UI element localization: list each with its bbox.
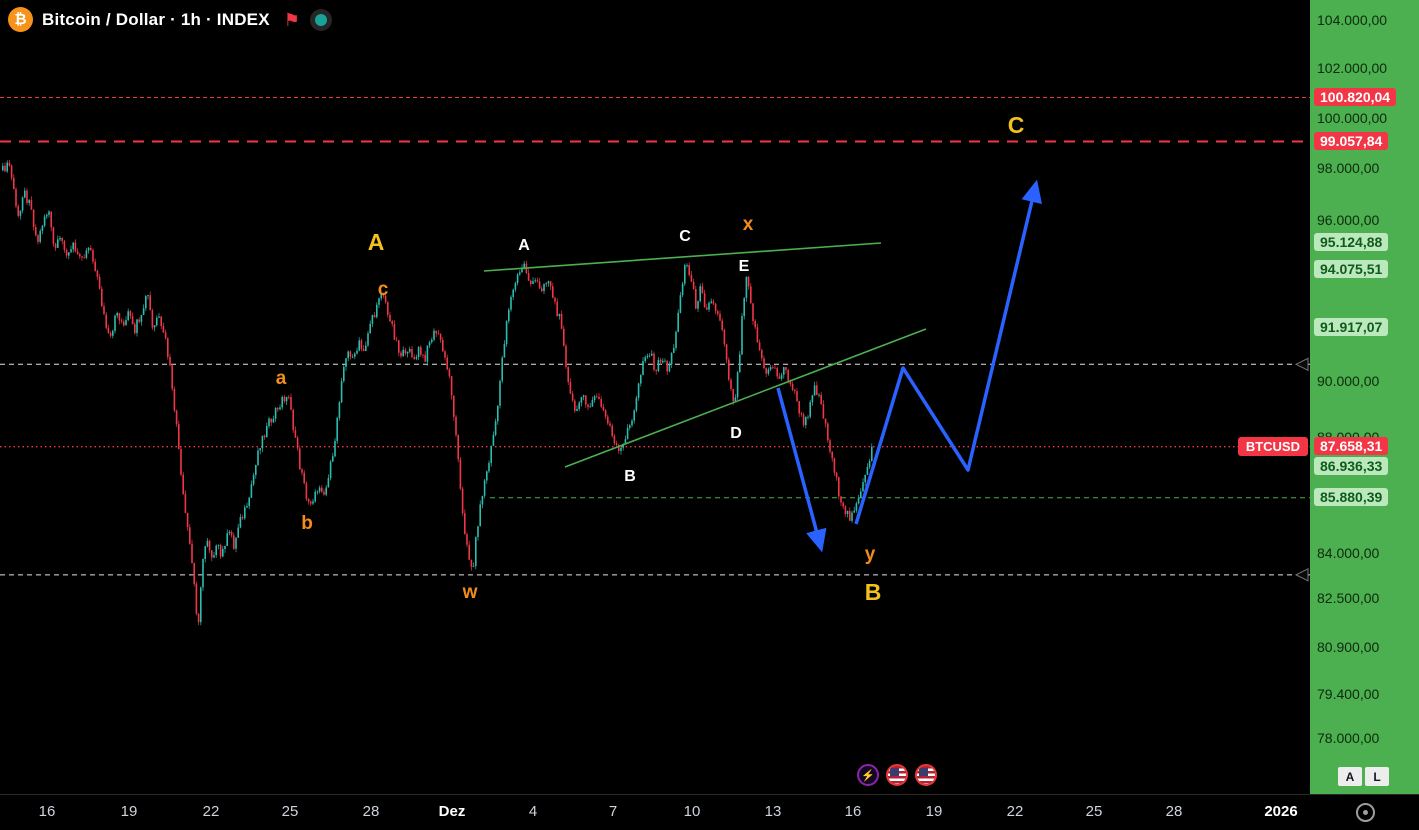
time-axis-tick: 22 xyxy=(1006,803,1024,820)
trendline[interactable] xyxy=(483,242,882,272)
projection-arrow[interactable] xyxy=(854,179,1043,525)
time-axis-tick: 10 xyxy=(683,803,701,820)
price-axis-tick: 82.500,00 xyxy=(1317,590,1380,606)
price-axis-tick: 84.000,00 xyxy=(1317,545,1380,562)
projection-arrow[interactable] xyxy=(776,387,827,553)
scale-toggle-l-button[interactable]: L xyxy=(1365,767,1389,786)
time-axis-tick: 7 xyxy=(608,803,618,820)
candlestick-chart[interactable]: A B Ca b c w x y A B C D E xyxy=(0,0,1310,795)
us-flag-event-icon[interactable] xyxy=(886,764,908,786)
scale-settings-icon[interactable] xyxy=(1356,803,1375,822)
axis-corner xyxy=(1310,794,1419,830)
lightning-event-icon[interactable]: ⚡ xyxy=(857,764,879,786)
time-axis-tick: 2026 xyxy=(1264,803,1298,820)
wave-label[interactable]: y xyxy=(865,544,876,565)
price-axis-tick: 104.000,00 xyxy=(1317,12,1388,28)
time-axis[interactable]: 16 19 22 25 28 Dez 4 7 10 13 16 19 22 25 28 2026 xyxy=(0,794,1310,830)
wave-label[interactable]: E xyxy=(739,258,750,275)
price-badge[interactable]: 87.658,31 xyxy=(1314,436,1389,455)
time-axis-tick: 16 xyxy=(38,803,56,820)
price-badge[interactable]: 99.057,84 xyxy=(1314,131,1389,150)
us-flag-event-icon[interactable] xyxy=(915,764,937,786)
price-line-marker-icon[interactable] xyxy=(1294,357,1309,372)
price-axis-tick: 98.000,00 xyxy=(1317,160,1380,177)
wave-label[interactable]: x xyxy=(743,214,754,235)
wave-label[interactable]: B xyxy=(865,579,882,605)
time-axis-tick: 13 xyxy=(764,803,782,820)
price-axis-tick: 80.900,00 xyxy=(1317,638,1380,655)
trendline[interactable] xyxy=(564,328,927,468)
wave-label[interactable]: B xyxy=(624,468,636,485)
price-axis-tick: 96.000,00 xyxy=(1317,211,1380,228)
bitcoin-logo-icon: ₿ xyxy=(8,7,33,32)
time-axis-tick: 28 xyxy=(362,803,380,820)
time-axis-tick: Dez xyxy=(438,803,466,820)
symbol-title[interactable]: Bitcoin / Dollar · 1h · INDEX xyxy=(42,9,270,29)
symbol-header: ₿ Bitcoin / Dollar · 1h · INDEX ⚑ xyxy=(8,7,332,32)
price-line-marker-icon[interactable] xyxy=(1294,568,1309,582)
price-axis-tick: 90.000,00 xyxy=(1317,372,1380,389)
price-badge[interactable]: 94.075,51 xyxy=(1314,260,1389,279)
candlestick-series xyxy=(2,159,873,626)
time-axis-tick: 4 xyxy=(528,803,538,820)
time-axis-tick: 16 xyxy=(844,803,862,820)
time-axis-tick: 25 xyxy=(281,803,299,820)
scale-toggle-a-button[interactable]: A xyxy=(1338,767,1362,786)
wave-label[interactable]: b xyxy=(301,513,313,534)
price-badge[interactable]: 91.917,07 xyxy=(1314,318,1389,337)
time-axis-tick: 25 xyxy=(1085,803,1103,820)
symbol-price-tag[interactable]: BTCUSD xyxy=(1237,436,1308,456)
price-axis-tick: 78.000,00 xyxy=(1317,730,1380,746)
status-dot-icon xyxy=(314,13,327,26)
time-axis-tick: 19 xyxy=(925,803,943,820)
wave-label[interactable]: D xyxy=(730,425,742,442)
market-status-icon[interactable] xyxy=(309,8,332,31)
price-badge[interactable]: 85.880,39 xyxy=(1314,487,1389,506)
wave-label[interactable]: w xyxy=(462,582,478,603)
wave-label[interactable]: a xyxy=(276,368,287,389)
price-axis-tick: 102.000,00 xyxy=(1317,60,1388,77)
wave-label[interactable]: A xyxy=(518,237,530,254)
time-axis-tick: 19 xyxy=(120,803,138,820)
time-axis-tick: 28 xyxy=(1165,803,1183,820)
wave-label[interactable]: c xyxy=(378,279,389,300)
wave-label[interactable]: A xyxy=(368,229,385,255)
flag-icon[interactable]: ⚑ xyxy=(283,9,300,30)
price-badge[interactable]: 95.124,88 xyxy=(1314,232,1389,251)
price-badge[interactable]: 86.936,33 xyxy=(1314,457,1389,476)
time-axis-tick: 22 xyxy=(202,803,220,820)
price-badge[interactable]: 100.820,04 xyxy=(1314,87,1397,106)
price-axis-tick: 100.000,00 xyxy=(1317,109,1388,126)
price-axis-tick: 79.400,00 xyxy=(1317,685,1380,702)
wave-label[interactable]: C xyxy=(679,228,691,245)
wave-label[interactable]: C xyxy=(1008,112,1025,138)
price-scale[interactable]: 104.000,00 102.000,00 100.000,00 98.000,00 9… xyxy=(1310,0,1419,795)
